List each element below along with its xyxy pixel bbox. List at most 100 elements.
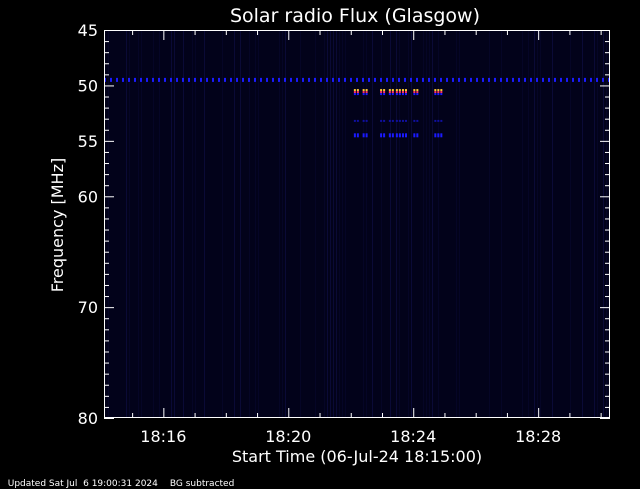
burst-dash — [388, 89, 391, 92]
burst-dash — [365, 119, 368, 122]
band-dash — [602, 77, 604, 82]
burst-dash — [395, 93, 398, 96]
burst-dash — [437, 119, 440, 122]
burst-dash — [391, 93, 394, 96]
emission-line — [353, 133, 443, 138]
band-dash — [164, 77, 166, 82]
burst-dash — [395, 133, 398, 138]
burst-dash — [395, 89, 398, 92]
band-dash — [290, 77, 292, 82]
burst-dash — [362, 133, 365, 138]
burst-dash — [391, 119, 394, 122]
background-stripe — [594, 31, 595, 417]
background-stripe — [597, 31, 598, 417]
background-stripe — [192, 31, 193, 417]
burst-dash — [440, 133, 443, 138]
background-stripe — [603, 31, 604, 417]
band-dash — [188, 77, 190, 82]
background-stripe — [249, 31, 250, 417]
band-dash — [350, 77, 352, 82]
background-stripe — [411, 31, 412, 417]
band-dash — [230, 77, 232, 82]
band-dash — [524, 77, 526, 82]
burst-dash — [416, 91, 419, 94]
background-stripe — [399, 31, 400, 417]
burst-dash — [365, 91, 368, 94]
band-dash — [404, 77, 406, 82]
burst-dash — [413, 91, 416, 94]
background-stripe — [342, 31, 343, 417]
band-dash — [110, 77, 112, 82]
band-dash — [332, 77, 334, 82]
background-stripe — [153, 31, 154, 417]
band-dash — [116, 77, 118, 82]
background-stripe — [315, 31, 316, 417]
burst-dash — [356, 93, 359, 96]
burst-dash — [380, 91, 383, 94]
background-stripe — [336, 31, 337, 417]
band-dash — [572, 77, 574, 82]
burst-dash — [437, 89, 440, 92]
band-dash — [512, 77, 514, 82]
band-dash — [518, 77, 520, 82]
background-stripe — [396, 31, 397, 417]
background-note: BG subtracted — [169, 479, 235, 489]
footer: Updated Sat Jul 6 19:00:31 2024 BG subtra… — [2, 469, 246, 489]
band-dash — [218, 77, 220, 82]
background-stripe — [459, 31, 460, 417]
burst-dash — [365, 93, 368, 96]
background-stripe — [258, 31, 259, 417]
burst-dash — [404, 119, 407, 122]
band-dash — [536, 77, 538, 82]
plot-frame — [104, 30, 610, 418]
burst-dash — [434, 91, 437, 94]
background-stripe — [381, 31, 382, 417]
burst-dash — [404, 91, 407, 94]
band-dash — [440, 77, 442, 82]
burst-dash — [383, 91, 386, 94]
band-dash — [434, 77, 436, 82]
burst-dash — [413, 119, 416, 122]
band-dash — [344, 77, 346, 82]
band-dash — [134, 77, 136, 82]
band-dash — [170, 77, 172, 82]
band-dash — [194, 77, 196, 82]
background-stripe — [141, 31, 142, 417]
band-dash — [584, 77, 586, 82]
band-dash — [356, 77, 358, 82]
background-stripe — [528, 31, 529, 417]
band-dash — [314, 77, 316, 82]
band-dash — [224, 77, 226, 82]
band-dash — [200, 77, 202, 82]
band-dash — [590, 77, 592, 82]
background-stripe — [129, 31, 130, 417]
background-stripe — [282, 31, 283, 417]
background-stripe — [327, 31, 328, 417]
band-dash — [122, 77, 124, 82]
burst-dash — [353, 93, 356, 96]
x-tick-label: 18:20 — [265, 427, 311, 446]
background-stripe — [240, 31, 241, 417]
band-dash — [458, 77, 460, 82]
emission-line — [104, 77, 610, 82]
band-dash — [548, 77, 550, 82]
burst-dash — [401, 89, 404, 92]
background-stripe — [534, 31, 535, 417]
background-stripe — [489, 31, 490, 417]
burst-dash — [398, 119, 401, 122]
time-stripes — [108, 31, 607, 417]
background-stripe — [195, 31, 196, 417]
background-stripe — [183, 31, 184, 417]
updated-timestamp: Updated Sat Jul 6 19:00:31 2024 — [7, 479, 158, 489]
burst-dash — [395, 91, 398, 94]
band-dash — [410, 77, 412, 82]
band-dash — [422, 77, 424, 82]
burst-dash — [440, 91, 443, 94]
burst-dash — [362, 91, 365, 94]
burst-dash — [388, 91, 391, 94]
burst-dash — [398, 89, 401, 92]
band-dash — [158, 77, 160, 82]
y-axis: 45 50 55 60 70 80 — [78, 21, 610, 428]
band-dash — [254, 77, 256, 82]
band-dash — [260, 77, 262, 82]
